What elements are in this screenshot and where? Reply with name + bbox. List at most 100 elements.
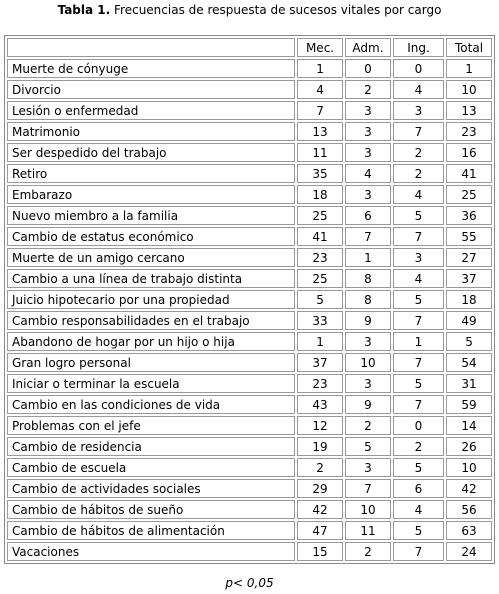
table-row: Gran logro personal 37 10 7 54 (7, 353, 492, 372)
cell: 5 (392, 290, 445, 309)
cell: 41 (297, 227, 343, 246)
table-row: Cambio de residencia 19 5 2 26 (7, 437, 492, 456)
cell: 59 (446, 395, 492, 414)
cell: 11 (297, 143, 343, 162)
table-row: Cambio de estatus económico 41 7 7 55 (7, 227, 492, 246)
table-row: Muerte de cónyuge 1 0 0 1 (7, 59, 492, 78)
cell: 3 (345, 143, 391, 162)
cell: 7 (392, 122, 445, 141)
table-row: Juicio hipotecario por una propiedad 5 8 5 1… (7, 290, 492, 309)
cell: 1 (345, 248, 391, 267)
cell: 0 (392, 416, 445, 435)
cell: 4 (392, 500, 445, 519)
cell: 3 (392, 248, 445, 267)
cell: 55 (446, 227, 492, 246)
cell: 5 (446, 332, 492, 351)
cell: 10 (345, 353, 391, 372)
cell: 43 (297, 395, 343, 414)
cell: 29 (297, 479, 343, 498)
cell: 7 (392, 311, 445, 330)
header-cell: Adm. (345, 38, 391, 57)
cell: 9 (345, 311, 391, 330)
footnote: p< 0,05 (225, 576, 274, 590)
cell: 7 (345, 227, 391, 246)
cell: 18 (446, 290, 492, 309)
table-row: Problemas con el jefe 12 2 0 14 (7, 416, 492, 435)
cell: 49 (446, 311, 492, 330)
cell: 1 (297, 59, 343, 78)
header-cell: Mec. (297, 38, 343, 57)
table-row: Embarazo 18 3 4 25 (7, 185, 492, 204)
cell: 10 (446, 458, 492, 477)
cell: 18 (297, 185, 343, 204)
cell: 3 (345, 332, 391, 351)
cell: 3 (392, 101, 445, 120)
cell: 6 (392, 479, 445, 498)
cell: 4 (392, 80, 445, 99)
cell: 54 (446, 353, 492, 372)
table-row: Lesión o enfermedad 7 3 3 13 (7, 101, 492, 120)
header-cell (7, 38, 296, 57)
cell: 4 (392, 269, 445, 288)
row-label: Gran logro personal (7, 353, 296, 372)
table-row: Divorcio 4 2 4 10 (7, 80, 492, 99)
cell: 27 (446, 248, 492, 267)
cell: 3 (345, 101, 391, 120)
cell: 5 (297, 290, 343, 309)
cell: 13 (297, 122, 343, 141)
cell: 23 (297, 374, 343, 393)
row-label: Juicio hipotecario por una propiedad (7, 290, 296, 309)
table-row: Cambio responsabilidades en el trabajo 33… (7, 311, 492, 330)
cell: 2 (392, 164, 445, 183)
cell: 16 (446, 143, 492, 162)
cell: 2 (345, 416, 391, 435)
cell: 2 (345, 80, 391, 99)
cell: 7 (392, 353, 445, 372)
cell: 0 (345, 59, 391, 78)
cell: 3 (345, 458, 391, 477)
cell: 7 (392, 227, 445, 246)
header-cell: Ing. (392, 38, 445, 57)
row-label: Cambio de escuela (7, 458, 296, 477)
cell: 5 (392, 374, 445, 393)
cell: 6 (345, 206, 391, 225)
cell: 2 (392, 143, 445, 162)
row-label: Cambio de estatus económico (7, 227, 296, 246)
row-label: Cambio a una línea de trabajo distinta (7, 269, 296, 288)
cell: 19 (297, 437, 343, 456)
cell: 12 (297, 416, 343, 435)
cell: 35 (297, 164, 343, 183)
cell: 13 (446, 101, 492, 120)
cell: 8 (345, 269, 391, 288)
row-label: Matrimonio (7, 122, 296, 141)
row-label: Lesión o enfermedad (7, 101, 296, 120)
row-label: Abandono de hogar por un hijo o hija (7, 332, 296, 351)
header-cell: Total (446, 38, 492, 57)
table-row: Cambio en las condiciones de vida 43 9 7 59 (7, 395, 492, 414)
cell: 23 (297, 248, 343, 267)
cell: 23 (446, 122, 492, 141)
cell: 10 (345, 500, 391, 519)
row-label: Cambio en las condiciones de vida (7, 395, 296, 414)
cell: 3 (345, 185, 391, 204)
row-label: Cambio de hábitos de sueño (7, 500, 296, 519)
table-row: Cambio de hábitos de sueño 42 10 4 56 (7, 500, 492, 519)
table-row: Nuevo miembro a la familia 25 6 5 36 (7, 206, 492, 225)
table-row: Ser despedido del trabajo 11 3 2 16 (7, 143, 492, 162)
cell: 5 (392, 206, 445, 225)
table-row: Muerte de un amigo cercano 23 1 3 27 (7, 248, 492, 267)
cell: 2 (392, 437, 445, 456)
row-label: Problemas con el jefe (7, 416, 296, 435)
table-row: Cambio a una línea de trabajo distinta 25… (7, 269, 492, 288)
cell: 56 (446, 500, 492, 519)
row-label: Muerte de cónyuge (7, 59, 296, 78)
cell: 25 (297, 206, 343, 225)
cell: 1 (297, 332, 343, 351)
cell: 7 (297, 101, 343, 120)
cell: 36 (446, 206, 492, 225)
cell: 41 (446, 164, 492, 183)
cell: 7 (392, 542, 445, 561)
cell: 4 (392, 185, 445, 204)
cell: 9 (345, 395, 391, 414)
